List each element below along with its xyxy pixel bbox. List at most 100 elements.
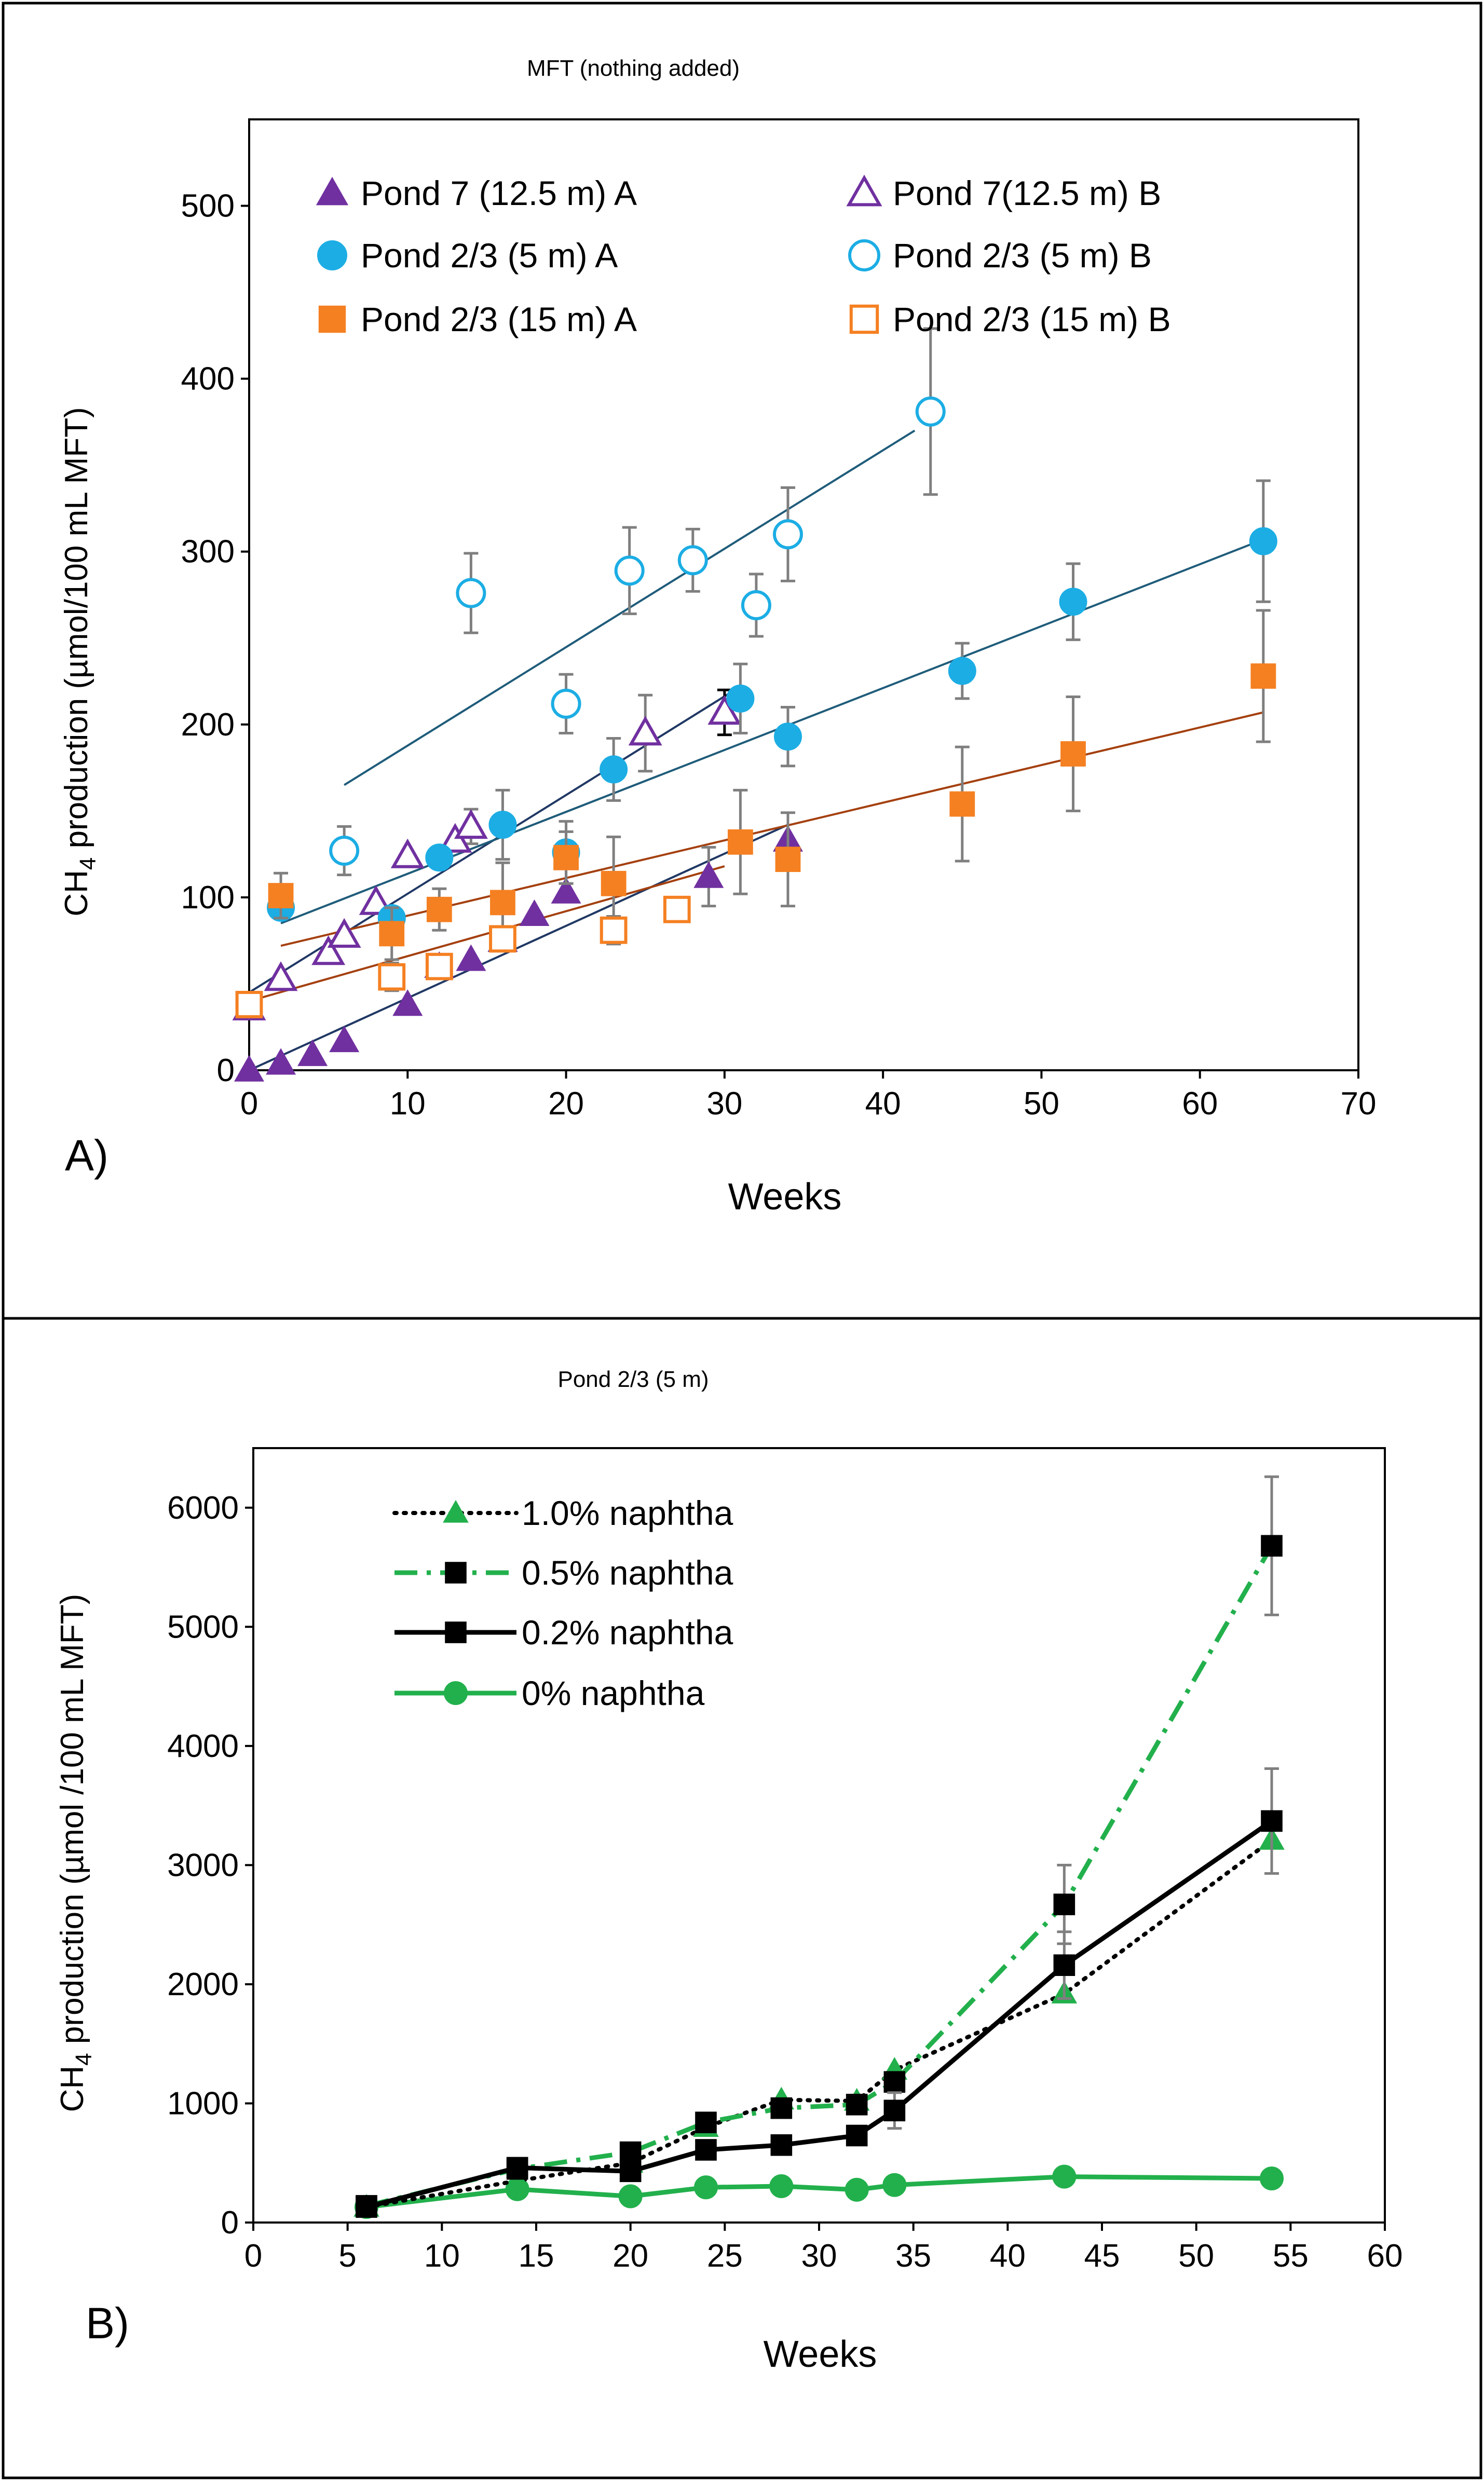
panel-a-point: [426, 896, 452, 922]
panel-a-point: [329, 1026, 360, 1053]
panel-b-point: [356, 2196, 377, 2218]
panel-a-legend-marker: [317, 240, 347, 270]
panel-b-x-tick-label: 5: [338, 2238, 356, 2274]
panel-b-x-tick-label: 30: [801, 2238, 837, 2274]
panel-b-legend-marker: [445, 1562, 467, 1584]
panel-a-y-tick-label: 300: [181, 534, 235, 570]
panel-b-point: [1261, 1810, 1283, 1832]
panel-a-point: [519, 899, 550, 926]
panel-a-y-tick-label: 500: [181, 188, 235, 224]
panel-a-legend-marker: [318, 305, 346, 333]
panel-b-legend-label: 0% naphtha: [522, 1674, 705, 1712]
panel-b-y-tick-label: 5000: [167, 1609, 239, 1645]
panel-b-legend-marker: [443, 1499, 469, 1523]
panel-b-point: [695, 2139, 717, 2161]
panel-a-point: [693, 861, 724, 888]
panel-b-point: [846, 2093, 868, 2116]
panel-a-point: [311, 935, 346, 965]
panel-b-x-tick-label: 15: [519, 2238, 554, 2274]
panel-b-y-tick-label: 3000: [167, 1847, 239, 1883]
panel-a-legend-marker: [848, 239, 880, 271]
panel-a-legend-label: Pond 2/3 (15 m) A: [361, 300, 637, 338]
panel-a-x-tick-label: 20: [548, 1086, 584, 1122]
panel-b-x-tick-label: 50: [1178, 2238, 1214, 2274]
panel-a-y-axis-label: CH4 production (µmol/100 mL MFT): [59, 407, 101, 916]
panel-a-legend-label: Pond 2/3 (5 m) B: [893, 236, 1152, 275]
panel-a-x-tick-label: 50: [1024, 1086, 1059, 1122]
panel-a-x-tick-label: 40: [865, 1086, 901, 1122]
panel-b-point: [619, 2160, 642, 2183]
panel-a-point: [329, 835, 360, 866]
panel-b-point: [694, 2175, 718, 2200]
panel-b-label: B): [86, 2299, 129, 2348]
panel-a-point: [949, 791, 975, 817]
panel-a-point: [266, 1048, 296, 1075]
panel-a-series-4: [268, 609, 1276, 961]
panel-a-y-tick-label: 200: [181, 707, 235, 743]
panel-b-point: [883, 2100, 906, 2122]
panel-b-point: [506, 2157, 528, 2179]
panel-b-point: [846, 2124, 868, 2147]
panel-a-legend-label: Pond 2/3 (5 m) A: [361, 236, 618, 275]
panel-b-x-tick-label: 0: [244, 2238, 262, 2274]
panel-b-legend-label: 1.0% naphtha: [522, 1494, 733, 1532]
panel-a-point: [628, 716, 662, 746]
panel-a-y-tick-label: 0: [217, 1053, 235, 1088]
panel-a-point: [772, 519, 803, 550]
panel-a-point: [1250, 663, 1276, 689]
panel-b-series-line: [364, 1838, 1274, 2210]
panel-a-point: [553, 844, 579, 870]
panel-a-point: [663, 895, 691, 923]
panel-a-series-3: [329, 327, 946, 877]
panel-a-label: A): [65, 1131, 108, 1180]
panel-a-plot: 0 100 200 300 400 500 0 10 20 30 40 50 60 70 Pond 7 (1…: [181, 118, 1377, 1122]
panel-a-x-tick-label: 30: [706, 1086, 742, 1122]
panel-b-series-1: [356, 1475, 1283, 2217]
panel-a-y-tick-label: 100: [181, 880, 235, 916]
panel-a-point: [915, 396, 946, 427]
panel-a-x-axis-label: Weeks: [728, 1176, 842, 1218]
panel-b-plot: 0 1000 2000 3000 4000 5000 6000 0 5 10 15 20 25 30 35 4…: [167, 1447, 1403, 2274]
panel-a-point: [456, 578, 486, 608]
panel-a-point: [726, 684, 755, 713]
panel-b-legend-marker: [444, 1681, 468, 1705]
panel-b-point: [618, 2184, 643, 2209]
panel-a-point: [490, 890, 515, 916]
panel-b-point: [1052, 2164, 1077, 2189]
panel-a-point: [297, 1039, 328, 1066]
panel-a-point: [268, 883, 294, 908]
panel-a-trendline-0: [249, 824, 788, 1071]
panel-b-frame: [2, 1317, 1482, 2479]
panel-b-point: [769, 2174, 794, 2198]
panel-a-point: [1060, 741, 1086, 767]
panel-b-y-tick-label: 0: [221, 2205, 239, 2241]
panel-b-series-line: [365, 1544, 1274, 2209]
panel-b-point: [770, 2134, 793, 2156]
panel-a-point: [614, 555, 645, 586]
panel-b-series-line: [366, 2174, 1272, 2210]
panel-a-legend: Pond 7 (12.5 m) A Pond 7(12.5 m) B Pond 2/…: [316, 174, 1171, 338]
panel-a-point: [264, 961, 298, 991]
panel-a-x-tick-label: 60: [1182, 1086, 1218, 1122]
panel-a-x-tick-label: 0: [240, 1086, 258, 1122]
panel-a-point: [775, 847, 801, 873]
panel-b-x-tick-label: 45: [1084, 2238, 1120, 2274]
panel-b-point: [695, 2111, 717, 2133]
panel-b-legend: 1.0% naphtha 0.5% naphtha 0.2% naphtha 0% n…: [392, 1494, 733, 1712]
panel-a-x-tick-label: 70: [1341, 1086, 1377, 1122]
panel-b-y-axis-label: CH4 production (µmol /100 mL MFT): [55, 1594, 97, 2112]
panel-a-point: [707, 695, 742, 725]
panel-a-legend-marker: [849, 304, 879, 334]
panel-b-x-tick-label: 20: [612, 2238, 648, 2274]
panel-b-y-tick-label: 2000: [167, 1967, 239, 2002]
panel-b-x-tick-label: 40: [990, 2238, 1026, 2274]
panel-b-point: [883, 2071, 906, 2093]
panel-a-legend-label: Pond 2/3 (15 m) B: [893, 300, 1171, 338]
panel-a-point: [1059, 588, 1087, 616]
panel-b-legend-marker: [445, 1621, 467, 1643]
panel-b-y-tick-label: 6000: [167, 1490, 239, 1526]
panel-b-x-tick-label: 25: [707, 2238, 743, 2274]
panel-a-point: [727, 829, 753, 855]
panel-a-point: [551, 688, 581, 719]
